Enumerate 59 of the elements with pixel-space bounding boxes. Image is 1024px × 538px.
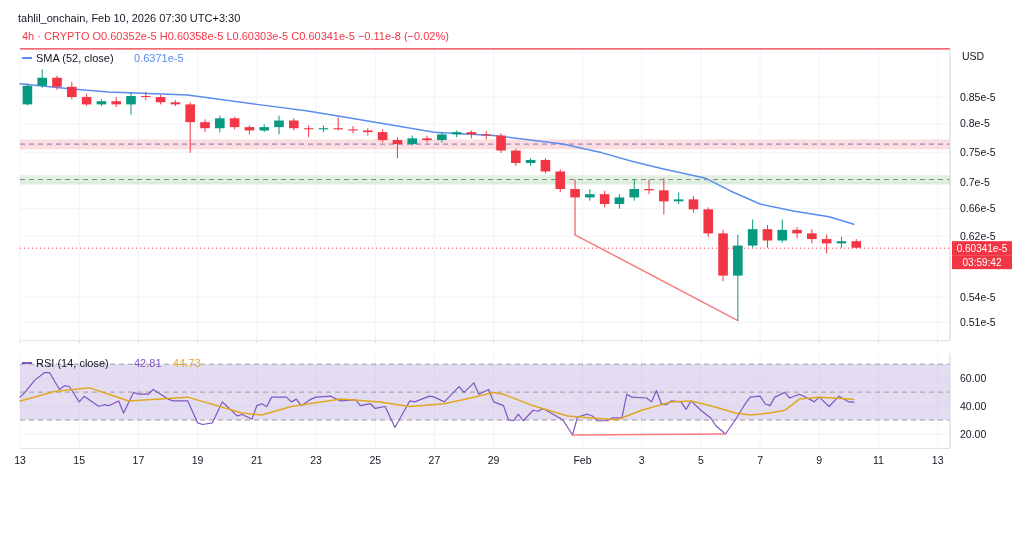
chart-title: tahlil_onchain, Feb 10, 2026 07:30 UTC+3:30 xyxy=(18,12,241,24)
x-tick-label: 13 xyxy=(931,454,944,466)
annotation: 0.6371e-5 xyxy=(134,52,184,64)
x-tick-label: Feb xyxy=(573,454,592,466)
x-tick-label: 29 xyxy=(487,454,500,466)
candlestick xyxy=(274,115,284,135)
legend-label: RSI (14, close) xyxy=(36,357,109,369)
x-tick-label: 23 xyxy=(310,454,323,466)
y-axis-title: USD xyxy=(962,50,985,62)
candlestick xyxy=(555,169,566,193)
annotation: 44.73 xyxy=(173,357,201,369)
y-tick-label: 0.85e-5 xyxy=(960,90,996,103)
y-tick-label: 0.66e-5 xyxy=(960,202,996,215)
x-tick-label: 19 xyxy=(191,454,204,466)
x-tick-label: 11 xyxy=(873,454,885,466)
x-tick-label: 27 xyxy=(428,454,441,466)
y-tick-label: 60.00 xyxy=(960,371,987,384)
line-series xyxy=(19,371,855,436)
candlestick xyxy=(392,136,403,159)
candlestick xyxy=(747,218,758,249)
y-tick-label: 20.00 xyxy=(960,427,987,440)
annotation: 42.81 xyxy=(134,357,162,369)
x-tick-label: 25 xyxy=(369,454,382,466)
y-tick-label: 0.75e-5 xyxy=(960,145,996,158)
y-tick-label: 0.54e-5 xyxy=(960,290,996,303)
ref-line-label: 0.60341e-5 xyxy=(956,242,1008,254)
candlestick xyxy=(762,224,773,249)
x-tick-label: 5 xyxy=(697,454,704,466)
candlestick xyxy=(37,68,48,89)
candlestick xyxy=(777,218,788,244)
legend-label: SMA (52, close) xyxy=(36,52,114,64)
candlestick xyxy=(629,179,640,202)
x-tick-label: 7 xyxy=(757,454,764,466)
candlestick xyxy=(22,83,33,106)
line-series xyxy=(19,83,855,225)
candlestick xyxy=(496,132,506,154)
x-tick-label: 13 xyxy=(14,454,26,466)
x-tick-label: 21 xyxy=(250,454,263,466)
y-tick-label: 0.51e-5 xyxy=(960,316,996,329)
y-tick-label: 0.8e-5 xyxy=(960,117,990,130)
candlestick xyxy=(422,135,432,143)
x-tick-label: 9 xyxy=(816,454,823,466)
y-tick-label: 40.00 xyxy=(960,399,987,412)
y-tick-label: 0.62e-5 xyxy=(960,229,996,242)
candlestick xyxy=(659,177,669,216)
x-tick-label: 15 xyxy=(73,454,86,466)
x-tick-label: 17 xyxy=(132,454,145,466)
line-series xyxy=(19,386,855,421)
candlestick xyxy=(126,91,136,116)
candlestick xyxy=(185,101,196,154)
chart-subtitle: 4h · CRYPTO O0.60352e-5 H0.60358e-5 L0.60303e-5 C0.60341e-5 −0.11e-8 (−0.02%) xyxy=(22,30,449,42)
text: 03:59:42 xyxy=(962,256,1002,268)
candlestick xyxy=(570,179,580,236)
candlestick xyxy=(200,118,210,133)
candlestick xyxy=(348,125,358,134)
candlestick xyxy=(807,228,817,244)
candlestick xyxy=(333,116,344,131)
y-tick-label: 0.7e-5 xyxy=(960,176,990,189)
x-tick-label: 3 xyxy=(638,454,645,466)
